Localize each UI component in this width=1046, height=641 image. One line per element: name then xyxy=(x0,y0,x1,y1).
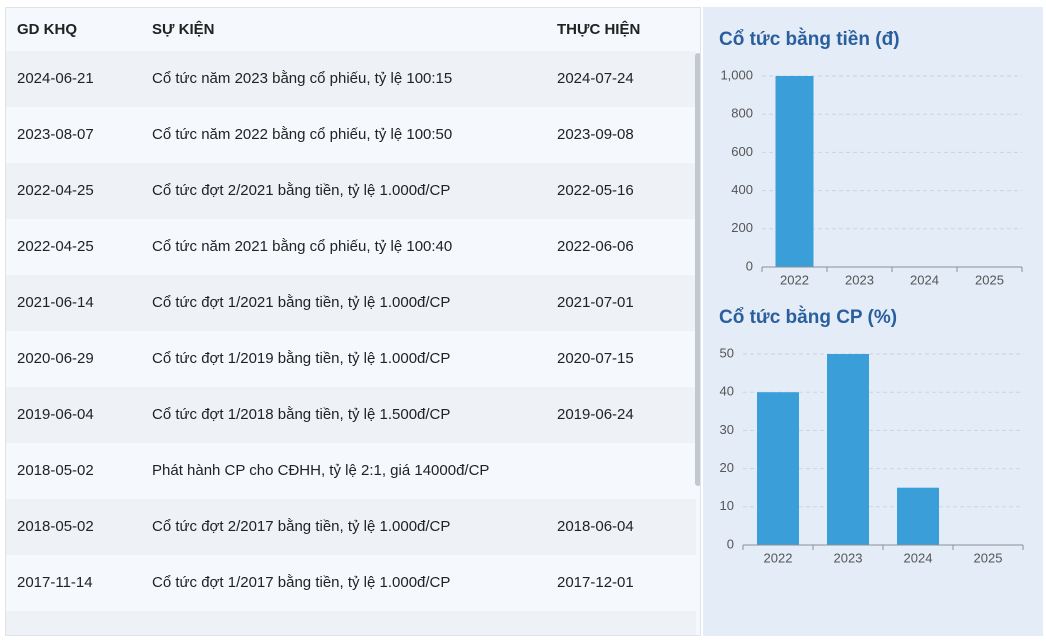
table-cell: 2022-06-06 xyxy=(557,238,634,255)
table-cell: Cổ tức năm 2023 bằng cổ phiếu, tỷ lệ 100… xyxy=(152,70,453,87)
table-row: 2018-05-02 Phát hành CP cho CĐHH, tỷ lệ 2… xyxy=(6,443,696,499)
table-cell: 2021-06-14 xyxy=(17,294,94,311)
table-cell: 2024-06-21 xyxy=(17,70,94,87)
table-cell: 2018-06-04 xyxy=(557,518,634,535)
table-cell: 2022-05-16 xyxy=(557,182,634,199)
table-cell: Cổ tức năm 2022 bằng cổ phiếu, tỷ lệ 100… xyxy=(152,126,453,143)
table-cell: 2018-05-02 xyxy=(17,518,94,535)
y-tick-label: 30 xyxy=(720,422,734,437)
table-cell: 2017-11-14 xyxy=(17,574,93,591)
y-tick-label: 800 xyxy=(731,106,753,121)
y-tick-label: 10 xyxy=(720,498,734,513)
table-row: 2018-05-02 Cổ tức đợt 2/2017 bằng tiền, t… xyxy=(6,499,696,555)
y-tick-label: 400 xyxy=(731,182,753,197)
scrollbar xyxy=(695,53,700,486)
x-tick-label: 2023 xyxy=(834,550,863,565)
table-cell: 2023-08-07 xyxy=(17,126,94,143)
x-tick-label: 2023 xyxy=(845,272,874,287)
column-header: GD KHQ xyxy=(17,21,77,38)
table-cell: Cổ tức đợt 2/2017 bằng tiền, tỷ lệ 1.000… xyxy=(152,518,451,535)
table-row: 2020-06-29 Cổ tức đợt 1/2019 bằng tiền, t… xyxy=(6,331,696,387)
table-cell: 2022-04-25 xyxy=(17,238,94,255)
charts: Cổ tức bằng tiền (đ)02004006008001,00020… xyxy=(719,28,1024,565)
bar xyxy=(775,76,814,267)
table-row: 2022-04-25 Cổ tức năm 2021 bằng cổ phiếu,… xyxy=(6,219,696,275)
y-tick-label: 600 xyxy=(731,144,753,159)
table-cell: Cổ tức đợt 1/2018 bằng tiền, tỷ lệ 1.500… xyxy=(152,406,451,423)
y-tick-label: 50 xyxy=(720,345,734,360)
table-row: 2021-06-14 Cổ tức đợt 1/2021 bằng tiền, t… xyxy=(6,275,696,331)
column-header: SỰ KIỆN xyxy=(152,21,215,38)
table-cell: 2024-07-24 xyxy=(557,70,634,87)
table-cell: 2022-04-25 xyxy=(17,182,94,199)
table-row: 2019-06-04 Cổ tức đợt 1/2018 bằng tiền, t… xyxy=(6,387,696,443)
x-tick-label: 2022 xyxy=(780,272,809,287)
table-cell: Phát hành CP cho CĐHH, tỷ lệ 2:1, giá 14… xyxy=(152,462,490,479)
x-tick-label: 2025 xyxy=(975,272,1004,287)
y-tick-label: 0 xyxy=(746,258,753,273)
table-cell: 2017-12-01 xyxy=(557,574,634,591)
x-tick-label: 2022 xyxy=(764,550,793,565)
event-table: GD KHQ SỰ KIỆN THỰC HIỆN 2024-06-21 Cổ tức n… xyxy=(5,7,701,636)
table-cell: 2019-06-04 xyxy=(17,406,94,423)
table-header: GD KHQ SỰ KIỆN THỰC HIỆN xyxy=(6,8,696,51)
x-tick-label: 2024 xyxy=(904,550,933,565)
table-row: 2024-06-21 Cổ tức năm 2023 bằng cổ phiếu,… xyxy=(6,51,696,107)
table-cell: 2023-09-08 xyxy=(557,126,634,143)
table-cell: 2020-07-15 xyxy=(557,350,634,367)
table-cell: Cổ tức đợt 1/2021 bằng tiền, tỷ lệ 1.000… xyxy=(152,294,451,311)
chart-title: Cổ tức bằng CP (%) xyxy=(719,306,897,328)
y-tick-label: 0 xyxy=(727,536,734,551)
table-cell: Cổ tức đợt 1/2017 bằng tiền, tỷ lệ 1.000… xyxy=(152,574,451,591)
y-tick-label: 200 xyxy=(731,220,753,235)
chart-title: Cổ tức bằng tiền (đ) xyxy=(719,28,900,50)
y-tick-label: 20 xyxy=(720,460,734,475)
table-row: 2022-04-25 Cổ tức đợt 2/2021 bằng tiền, t… xyxy=(6,163,696,219)
table-cell: 2018-05-02 xyxy=(17,462,94,479)
y-tick-label: 40 xyxy=(720,384,734,399)
bar xyxy=(897,487,939,545)
column-header: THỰC HIỆN xyxy=(557,21,641,38)
table-cell: Cổ tức năm 2021 bằng cổ phiếu, tỷ lệ 100… xyxy=(152,238,453,255)
x-tick-label: 2024 xyxy=(910,272,939,287)
table-cell: 2019-06-24 xyxy=(557,406,634,423)
chart-panel: Cổ tức bằng tiền (đ) 0 200 400 600 800 1,000 20… xyxy=(703,7,1043,636)
x-tick-label: 2025 xyxy=(974,550,1003,565)
table-cell: 2020-06-29 xyxy=(17,350,94,367)
table-row: 2017-11-14 Cổ tức đợt 1/2017 bằng tiền, t… xyxy=(6,555,696,611)
table-cell: 2021-07-01 xyxy=(557,294,634,311)
table-row xyxy=(6,611,696,635)
table-row: 2023-08-07 Cổ tức năm 2022 bằng cổ phiếu,… xyxy=(6,107,696,163)
bar xyxy=(757,392,799,545)
y-tick-label: 1,000 xyxy=(720,67,753,82)
table-cell: Cổ tức đợt 2/2021 bằng tiền, tỷ lệ 1.000… xyxy=(152,182,451,199)
bar xyxy=(827,354,869,545)
table-cell: Cổ tức đợt 1/2019 bằng tiền, tỷ lệ 1.000… xyxy=(152,350,451,367)
